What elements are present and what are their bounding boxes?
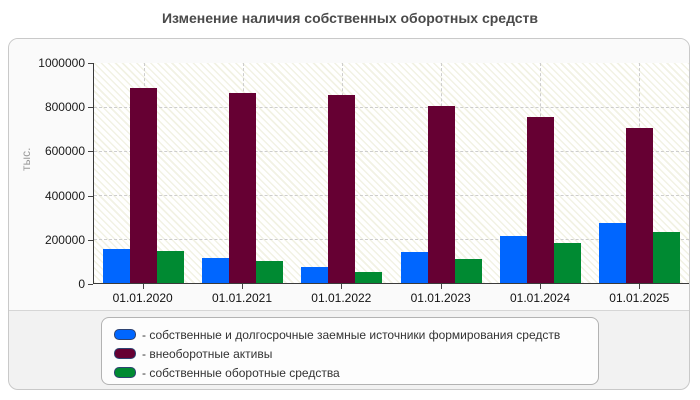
- bar-group-01.01.2023: [392, 63, 491, 283]
- legend-swatch: [114, 348, 136, 359]
- bar: [157, 250, 185, 283]
- bar: [652, 231, 680, 283]
- y-gridline: [94, 107, 689, 108]
- x-tick-label: 01.01.2021: [211, 291, 273, 305]
- bar: [454, 258, 482, 283]
- legend-row: - внеоборотные активы: [114, 344, 588, 363]
- y-tick-label: 800000: [44, 100, 85, 115]
- bar: [130, 88, 158, 283]
- y-tick-label: 200000: [44, 232, 85, 247]
- y-gridline: [94, 239, 689, 240]
- bar: [355, 272, 383, 283]
- chart-title: Изменение наличия собственных оборотных …: [161, 10, 539, 26]
- x-tick-mark: [242, 284, 243, 289]
- y-tick-mark: [88, 63, 93, 64]
- y-tick-label: 0: [78, 277, 85, 291]
- x-tick-label: 01.01.2024: [509, 291, 571, 305]
- bar-group-01.01.2021: [193, 63, 292, 283]
- x-tick-label: 01.01.2020: [112, 291, 173, 305]
- x-tick-mark: [440, 284, 442, 289]
- y-tick-mark: [88, 107, 93, 109]
- x-tick-label: 01.01.2023: [410, 291, 471, 305]
- legend-label: - собственные и долгосрочные заемные ист…: [142, 327, 561, 342]
- bar-group-01.01.2024: [491, 63, 590, 283]
- bar-group-01.01.2020: [94, 63, 193, 283]
- bar: [400, 252, 428, 283]
- y-tick-mark: [88, 195, 93, 197]
- x-tick-mark: [142, 284, 144, 289]
- legend-label: - собственные оборотные средства: [142, 365, 340, 380]
- y-gridline: [94, 151, 689, 152]
- y-tick-label: 1000000: [38, 56, 85, 70]
- x-tick-mark: [540, 284, 541, 289]
- chart-card: тыс. 0 200000 400000 600000 800000 1000000 01.…: [8, 38, 690, 390]
- y-tick-mark: [88, 284, 93, 285]
- legend-row: - собственные и долгосрочные заемные ист…: [114, 325, 588, 344]
- bar: [103, 248, 131, 283]
- bar-groups: [94, 63, 689, 283]
- bar: [625, 127, 653, 283]
- y-axis-title: тыс.: [19, 147, 33, 171]
- bar: [301, 266, 329, 283]
- bar: [526, 116, 554, 283]
- bar: [256, 261, 284, 283]
- bar: [328, 94, 356, 283]
- y-tick-label: 400000: [44, 188, 85, 203]
- x-tick-label: 01.01.2025: [609, 291, 670, 305]
- bar: [553, 242, 581, 283]
- bar: [229, 92, 257, 283]
- y-tick-mark: [88, 151, 93, 153]
- legend-swatch: [114, 367, 136, 378]
- bar: [427, 105, 455, 283]
- x-tick-mark: [341, 284, 343, 289]
- bar: [202, 257, 230, 283]
- bar: [499, 235, 527, 283]
- plot-area: [93, 63, 689, 284]
- legend-row: - собственные оборотные средства: [114, 363, 588, 382]
- y-tick-mark: [88, 239, 93, 241]
- x-tick-mark: [639, 284, 641, 289]
- bar-group-01.01.2022: [292, 63, 391, 283]
- legend-swatch: [114, 329, 136, 340]
- x-tick-label: 01.01.2022: [311, 291, 372, 305]
- plot-panel: тыс. 0 200000 400000 600000 800000 1000000 01.…: [9, 39, 689, 311]
- legend-label: - внеоборотные активы: [142, 346, 273, 361]
- y-tick-label: 600000: [44, 144, 85, 159]
- legend-box: - собственные и долгосрочные заемные ист…: [101, 317, 599, 385]
- bar: [598, 222, 626, 283]
- bar-group-01.01.2025: [590, 63, 689, 283]
- y-gridline: [94, 195, 689, 196]
